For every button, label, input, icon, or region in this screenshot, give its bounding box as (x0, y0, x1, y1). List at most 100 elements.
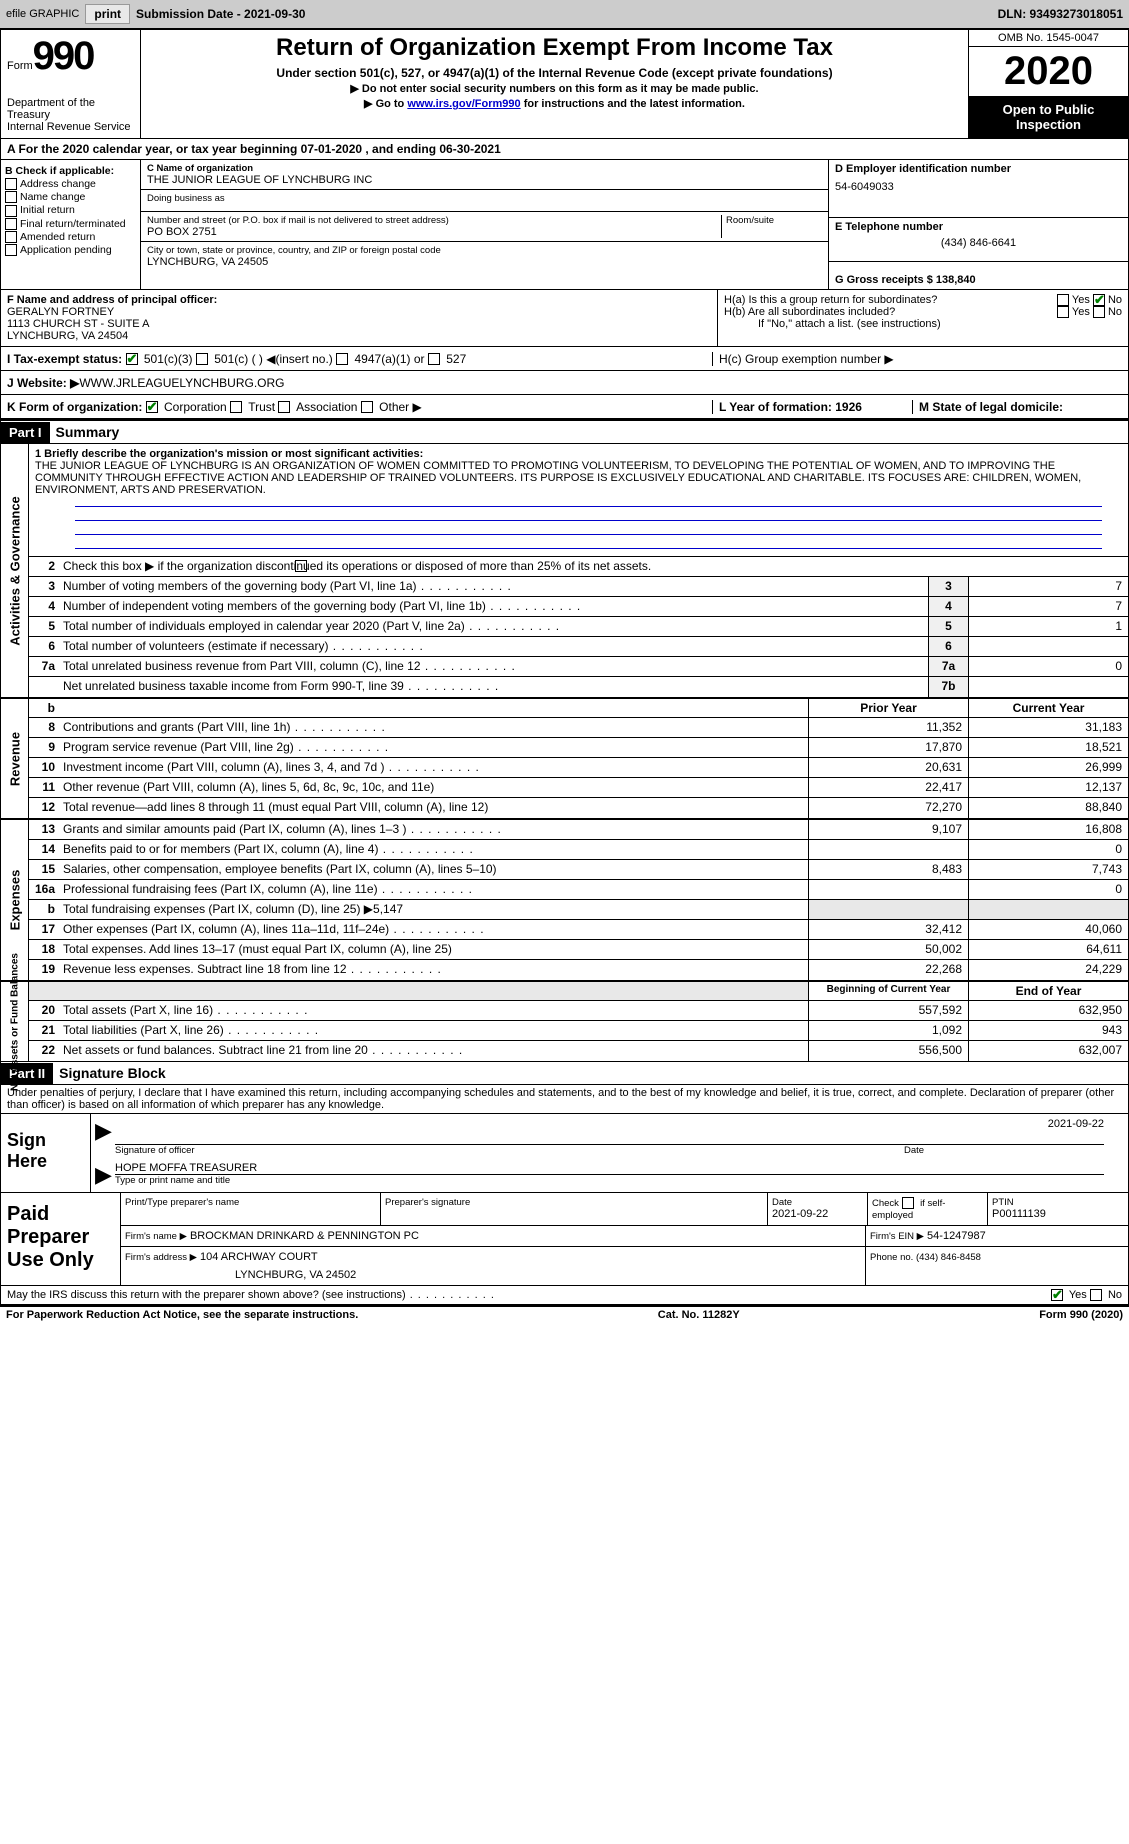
chk-corp[interactable] (146, 401, 158, 413)
line-18: 18Total expenses. Add lines 13–17 (must … (29, 940, 1128, 960)
line-9: 9Program service revenue (Part VIII, lin… (29, 738, 1128, 758)
net-tab: Net Assets or Fund Balances (1, 982, 29, 1061)
net-section: Net Assets or Fund Balances Beginning of… (0, 980, 1129, 1062)
line-19: 19Revenue less expenses. Subtract line 1… (29, 960, 1128, 980)
line-20: 20Total assets (Part X, line 16)557,5926… (29, 1001, 1128, 1021)
website-value: WWW.JRLEAGUELYNCHBURG.ORG (79, 376, 284, 390)
chk-assoc[interactable] (278, 401, 290, 413)
chk-ha-yes[interactable] (1057, 294, 1069, 306)
col-b: B Check if applicable: Address change Na… (1, 160, 141, 289)
chk-initial-return[interactable] (5, 205, 17, 217)
net-hdr: Beginning of Current Year End of Year (29, 982, 1128, 1001)
chk-527[interactable] (428, 353, 440, 365)
col-right: D Employer identification number 54-6049… (828, 160, 1128, 289)
line-7b: Net unrelated business taxable income fr… (29, 677, 1128, 697)
form-word: Form (7, 60, 33, 72)
dept-2: Internal Revenue Service (7, 121, 134, 133)
fh-grid: F Name and address of principal officer:… (0, 290, 1129, 347)
col-f: F Name and address of principal officer:… (1, 290, 718, 346)
chk-address-change[interactable] (5, 178, 17, 190)
officer-name: HOPE MOFFA TREASURER (115, 1162, 1104, 1175)
addr-cell: Number and street (or P.O. box if mail i… (141, 212, 828, 242)
row-j: J Website: ▶ WWW.JRLEAGUELYNCHBURG.ORG (0, 371, 1129, 395)
chk-discuss-no[interactable] (1090, 1289, 1102, 1301)
form-mid: Return of Organization Exempt From Incom… (141, 30, 968, 138)
chk-4947[interactable] (336, 353, 348, 365)
line-16a: 16aProfessional fundraising fees (Part I… (29, 880, 1128, 900)
chk-final-return[interactable] (5, 218, 17, 230)
chk-hb-yes[interactable] (1057, 306, 1069, 318)
gov-section: Activities & Governance 1 Briefly descri… (0, 444, 1129, 697)
chk-hb-no[interactable] (1093, 306, 1105, 318)
line-8: 8Contributions and grants (Part VIII, li… (29, 718, 1128, 738)
line-7a: 7aTotal unrelated business revenue from … (29, 657, 1128, 677)
form-right: OMB No. 1545-0047 2020 Open to Public In… (968, 30, 1128, 138)
form-page-label: Form 990 (2020) (1039, 1309, 1123, 1321)
line-11: 11Other revenue (Part VIII, column (A), … (29, 778, 1128, 798)
form-note-2: ▶ Go to www.irs.gov/Form990 for instruct… (145, 97, 964, 110)
mission-text: THE JUNIOR LEAGUE OF LYNCHBURG IS AN ORG… (35, 460, 1122, 496)
line-13: 13Grants and similar amounts paid (Part … (29, 820, 1128, 840)
chk-501c[interactable] (196, 353, 208, 365)
org-name-cell: C Name of organization THE JUNIOR LEAGUE… (141, 160, 828, 190)
line-21: 21Total liabilities (Part X, line 26)1,0… (29, 1021, 1128, 1041)
open-public-badge: Open to Public Inspection (969, 96, 1128, 138)
form-note-1: ▶ Do not enter social security numbers o… (145, 82, 964, 95)
sig-date: 2021-09-22 (1048, 1118, 1104, 1130)
row-a: A For the 2020 calendar year, or tax yea… (0, 139, 1129, 160)
dba-cell: Doing business as (141, 190, 828, 212)
chk-discuss-yes[interactable] (1051, 1289, 1063, 1301)
line-17: 17Other expenses (Part IX, column (A), l… (29, 920, 1128, 940)
city-cell: City or town, state or province, country… (141, 242, 828, 271)
row-klm: K Form of organization: Corporation Trus… (0, 395, 1129, 419)
line-2: 2 Check this box ▶ if the organization d… (29, 557, 1128, 577)
line-3: 3Number of voting members of the governi… (29, 577, 1128, 597)
header-grid: B Check if applicable: Address change Na… (0, 160, 1129, 290)
print-button[interactable]: print (85, 4, 130, 24)
mission-box: 1 Briefly describe the organization's mi… (29, 444, 1128, 557)
chk-app-pending[interactable] (5, 244, 17, 256)
line-6: 6Total number of volunteers (estimate if… (29, 637, 1128, 657)
chk-amended[interactable] (5, 231, 17, 243)
line-14: 14Benefits paid to or for members (Part … (29, 840, 1128, 860)
line-12: 12Total revenue—add lines 8 through 11 (… (29, 798, 1128, 818)
submission-date: Submission Date - 2021-09-30 (136, 7, 305, 21)
tax-year: 2020 (969, 47, 1128, 96)
chk-other[interactable] (361, 401, 373, 413)
col-c: C Name of organization THE JUNIOR LEAGUE… (141, 160, 828, 289)
rev-hdr: b Prior Year Current Year (29, 699, 1128, 718)
form-subtitle: Under section 501(c), 527, or 4947(a)(1)… (145, 66, 964, 80)
chk-ha-no[interactable] (1093, 294, 1105, 306)
dln-label: DLN: 93493273018051 (998, 7, 1123, 21)
chk-501c3[interactable] (126, 353, 138, 365)
prep-block: Paid Preparer Use Only Print/Type prepar… (0, 1193, 1129, 1286)
irs-link[interactable]: www.irs.gov/Form990 (407, 98, 520, 110)
form-header: Form990 Department of the Treasury Inter… (0, 28, 1129, 139)
sign-here-label: Sign Here (1, 1114, 91, 1192)
toolbar: efile GRAPHIC print Submission Date - 20… (0, 0, 1129, 28)
line-16b: bTotal fundraising expenses (Part IX, co… (29, 900, 1128, 920)
chk-line2[interactable] (295, 560, 307, 572)
chk-self-emp[interactable] (902, 1197, 914, 1209)
omb-label: OMB No. 1545-0047 (969, 30, 1128, 47)
phone-cell: E Telephone number (434) 846-6641 (829, 218, 1128, 262)
part2-bar: Part II Signature Block (0, 1062, 1129, 1085)
gross-cell: G Gross receipts $ 138,840 (829, 262, 1128, 289)
footer-line: For Paperwork Reduction Act Notice, see … (0, 1305, 1129, 1323)
line-5: 5Total number of individuals employed in… (29, 617, 1128, 637)
rev-tab: Revenue (1, 699, 29, 818)
dept-1: Department of the Treasury (7, 97, 134, 121)
line-10: 10Investment income (Part VIII, column (… (29, 758, 1128, 778)
row-i: I Tax-exempt status: 501(c)(3) 501(c) ( … (0, 347, 1129, 371)
sig-arrow-icon-2: ▶ (95, 1162, 115, 1188)
line-22: 22Net assets or fund balances. Subtract … (29, 1041, 1128, 1061)
chk-name-change[interactable] (5, 191, 17, 203)
line-4: 4Number of independent voting members of… (29, 597, 1128, 617)
part2-title: Signature Block (53, 1062, 172, 1084)
chk-trust[interactable] (230, 401, 242, 413)
prep-label: Paid Preparer Use Only (1, 1193, 121, 1285)
form-left: Form990 Department of the Treasury Inter… (1, 30, 141, 138)
efile-label: efile GRAPHIC (6, 8, 79, 20)
col-h: H(a) Is this a group return for subordin… (718, 290, 1128, 346)
gov-tab: Activities & Governance (1, 444, 29, 697)
